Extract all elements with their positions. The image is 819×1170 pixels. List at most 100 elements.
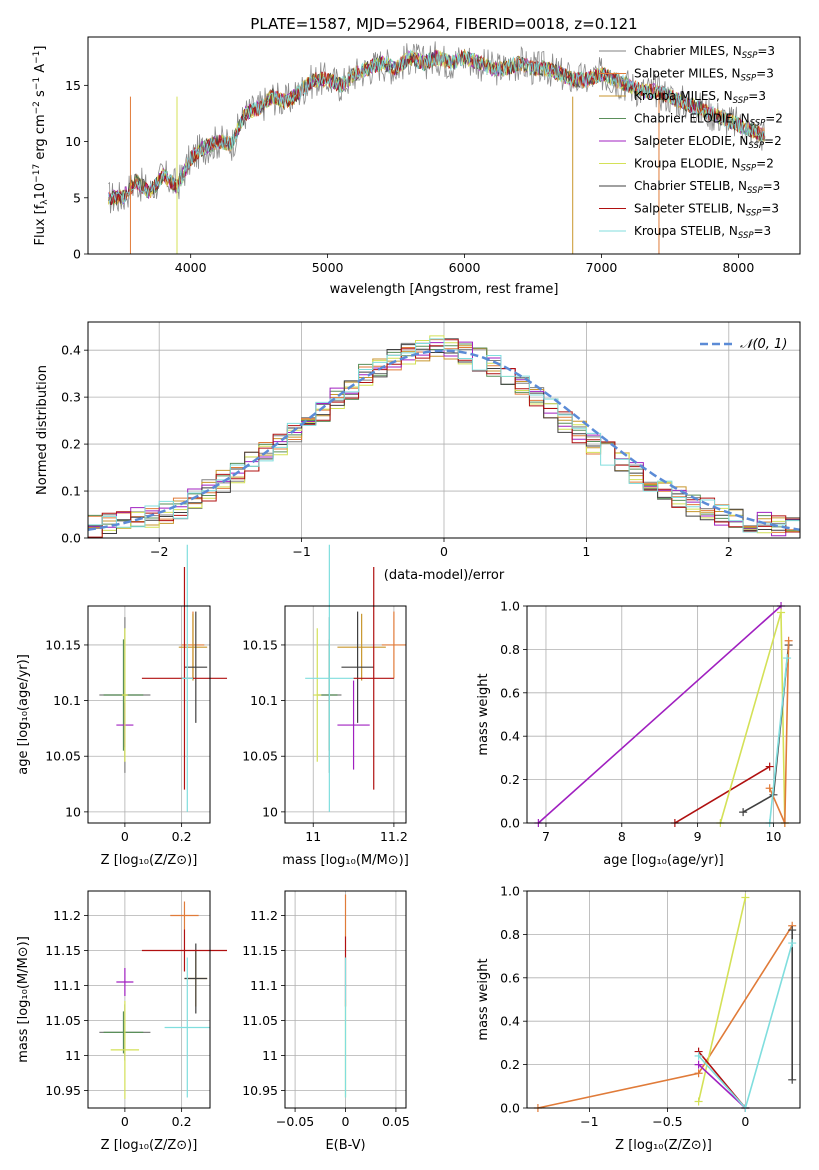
x-tick-label: −1 [580,1114,598,1129]
y-tick-label: 0.1 [61,484,81,499]
x-tick-label: 8 [618,829,626,844]
x-axis-label: age [log₁₀(age/yr)] [603,853,724,868]
y-axis-label: Flux [fλ10−17 erg cm−2 s−1 A−1] [32,46,50,246]
x-tick-label: 0 [741,1114,749,1129]
weight-line-kroupa-elodie [697,897,747,1102]
legend-entry: 𝒩(0, 1) [740,337,787,352]
x-tick-label: 7000 [586,260,618,275]
weight-marker [694,1097,703,1106]
y-tick-label: 10.15 [45,637,81,652]
weight-marker [788,926,797,935]
normal-curve [87,349,801,532]
y-tick-label: 10 [65,804,81,819]
panel-mass-vs-EBV: −0.05 0 0.05 10.95 11 11.05 11.1 11.15 11.2 E(B-V… [242,890,410,1153]
x-tick-label: 0.05 [382,1114,410,1129]
legend-entry: Salpeter MILES, NSSP=3 [634,67,774,84]
spectrum-line-chabrier-miles [108,41,766,214]
x-tick-label: 2 [725,544,733,559]
x-axis-label: mass [log₁₀(M/M⊙)] [282,853,409,868]
y-axis-label: mass weight [476,958,491,1040]
weight-marker [694,1051,703,1060]
y-tick-label: 0.2 [500,772,520,787]
y-axis-label: mass [log₁₀(M/M⊙)] [16,936,31,1063]
y-tick-label: 0.6 [500,970,520,985]
y-tick-label: 15 [65,78,81,93]
x-tick-label: 1 [582,544,590,559]
axes-frame [284,605,407,824]
weight-line-kroupa-stelib [768,658,788,824]
weight-line-salpeter-miles [537,925,793,1109]
y-tick-label: 11.1 [250,978,278,993]
x-tick-label: 8000 [722,260,754,275]
y-tick-label: 1.0 [500,884,520,899]
panel-age-vs-Z: 0 0.2 10 10.05 10.1 10.15 Z [log₁₀(Z/Z⊙)] age [… [16,544,228,868]
y-tick-label: 0.0 [500,816,520,831]
panel-weight-vs-age: 7 8 9 10 0.0 0.2 0.4 0.6 0.8 1.0 age [log₁₀(age/yr… [476,599,801,868]
axes-frame [284,890,407,1109]
y-tick-label: 0.4 [61,343,81,358]
legend-entry: Salpeter ELODIE, NSSP=2 [634,134,782,151]
y-axis-label: mass weight [476,673,491,755]
y-tick-label: 11.15 [45,943,81,958]
y-tick-label: 0.4 [500,729,520,744]
histogram-step-chabrier-stelib [88,344,800,535]
y-tick-label: 11.05 [45,1013,81,1028]
axes-frame [87,36,801,255]
weight-line-kroupa-elodie [719,612,786,824]
x-tick-label: 4000 [175,260,207,275]
weight-line-salpeter-elodie [537,605,782,824]
legend-entry: Chabrier MILES, NSSP=3 [634,44,775,61]
axes-frame [526,890,801,1109]
y-tick-label: 10.05 [45,749,81,764]
x-axis-label: Z [log₁₀(Z/Z⊙)] [615,1138,712,1153]
legend-entry: Kroupa MILES, NSSP=3 [634,89,766,106]
spectrum-line-kroupa-stelib [108,49,766,205]
panel-mass-vs-Z: 0 0.2 10.95 11 11.05 11.1 11.15 11.2 Z [log₁₀(Z/… [16,890,228,1153]
legend-entry: Kroupa ELODIE, NSSP=2 [634,157,774,174]
weight-line-salpeter-elodie [698,1064,746,1109]
weight-marker [741,893,750,902]
x-tick-label: 11.2 [380,829,408,844]
x-axis-label: Z [log₁₀(Z/Z⊙)] [101,853,198,868]
y-tick-label: 0.0 [61,531,81,546]
weight-marker [765,784,774,793]
y-tick-label: 0.6 [500,685,520,700]
histogram-step-kroupa-miles [88,345,800,529]
y-tick-label: 0.2 [61,437,81,452]
y-tick-label: 10.15 [242,637,278,652]
legend-entry: Chabrier ELODIE, NSSP=2 [634,112,783,129]
spectrum-legend: Chabrier MILES, NSSP=3 Salpeter MILES, NS… [599,44,783,241]
x-tick-label: 0 [440,544,448,559]
x-tick-label: 0.2 [172,1114,192,1129]
x-tick-label: 7 [542,829,550,844]
weight-marker [765,762,774,771]
y-tick-label: 10 [262,804,278,819]
y-tick-label: 11.1 [53,978,81,993]
y-axis-label: Normed distribution [35,365,50,495]
x-tick-label: 11 [305,829,321,844]
y-tick-label: 0 [73,247,81,262]
axes-frame [87,321,801,539]
y-tick-label: 0.8 [500,642,520,657]
axes-frame [87,605,211,824]
y-tick-label: 11.2 [250,908,278,923]
weight-line-salpeter-stelib [674,765,771,824]
x-tick-label: −0.5 [652,1114,682,1129]
legend-entry: Chabrier STELIB, NSSP=3 [634,179,780,196]
y-tick-label: 10.95 [242,1083,278,1098]
x-tick-label: 0.2 [172,829,192,844]
spectrum-lines [108,41,766,254]
y-tick-label: 0.4 [500,1014,520,1029]
weight-marker [783,654,792,663]
x-tick-label: −1 [292,544,310,559]
y-tick-label: 11 [65,1048,81,1063]
axes-frame [87,890,211,1109]
panel-residuals: −2 −1 0 1 2 0.0 0.1 0.2 0.3 0.4 (data-model)/error… [35,321,801,583]
legend-entry: Kroupa STELIB, NSSP=3 [634,224,771,241]
x-tick-label: 0 [121,1114,129,1129]
x-tick-label: 10 [766,829,782,844]
x-axis-label: E(B-V) [325,1138,365,1153]
y-tick-label: 11.15 [242,943,278,958]
x-tick-label: 0 [342,1114,350,1129]
